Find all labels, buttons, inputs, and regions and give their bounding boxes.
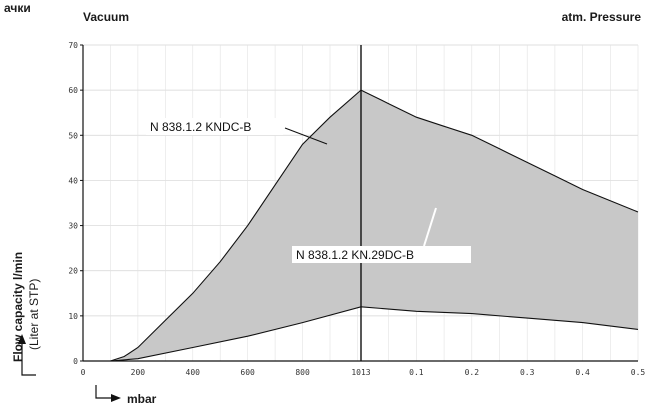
- x-axis-arrow-icon: [95, 385, 121, 402]
- annotation-leader-upper: [284, 127, 328, 145]
- annotation-lower-bg: [292, 246, 471, 263]
- y-axis-label-line1: Flow capacity l/min: [11, 252, 25, 362]
- y-tick-label: 50: [68, 131, 78, 140]
- y-tick-label: 60: [68, 86, 78, 95]
- plot-frame: [82, 45, 638, 362]
- y-tick-label: 40: [68, 176, 78, 185]
- x-tick-label: 0.4: [575, 368, 590, 377]
- y-tick-label: 70: [68, 41, 78, 50]
- x-tick-label: 0.3: [520, 368, 535, 377]
- y-axis-label-line2: (Liter at STP): [27, 279, 41, 350]
- x-tick-label: 400: [186, 368, 201, 377]
- page-header-fragment: ачки: [4, 1, 31, 15]
- x-tick-label: 0: [81, 368, 86, 377]
- x-tick-label: 1013: [351, 368, 370, 377]
- vacuum-label: Vacuum: [83, 10, 129, 24]
- y-tick-label: 10: [68, 312, 78, 321]
- y-tick-label: 0: [73, 357, 78, 366]
- capacity-band-area: [110, 90, 638, 361]
- x-tick-label: 200: [131, 368, 146, 377]
- annotation-lower-label: N 838.1.2 KN.29DC-B: [296, 248, 414, 262]
- x-tick-label: 0.2: [465, 368, 480, 377]
- annotation-upper-bg: [146, 118, 283, 135]
- atm-pressure-label: atm. Pressure: [562, 10, 642, 24]
- x-axis-label: mbar: [127, 392, 157, 406]
- x-tick-label: 0.1: [409, 368, 424, 377]
- x-tick-labels: 0 200 400 600 800 1013 0.1 0.2 0.3 0.4 0.5: [81, 368, 645, 377]
- x-tick-label: 0.5: [631, 368, 645, 377]
- y-tick-label: 20: [68, 267, 78, 276]
- x-tick-label: 800: [295, 368, 310, 377]
- annotation-upper-label: N 838.1.2 KNDC-B: [150, 120, 251, 134]
- y-tick-labels: 0 10 20 30 40 50 60 70: [68, 41, 83, 366]
- y-tick-label: 30: [68, 222, 78, 231]
- annotation-leader-lower: [423, 207, 437, 247]
- y-axis-arrow-icon: [18, 334, 36, 376]
- x-tick-label: 600: [240, 368, 255, 377]
